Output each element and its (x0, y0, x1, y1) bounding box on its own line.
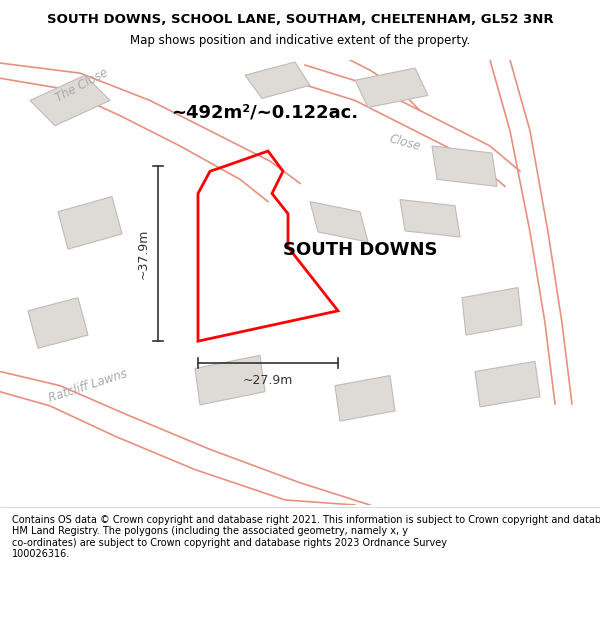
Polygon shape (462, 288, 522, 335)
Polygon shape (475, 361, 540, 407)
Polygon shape (195, 356, 265, 405)
Text: Contains OS data © Crown copyright and database right 2021. This information is : Contains OS data © Crown copyright and d… (12, 514, 600, 559)
Text: Close: Close (388, 132, 422, 153)
Polygon shape (0, 363, 390, 505)
Text: Map shows position and indicative extent of the property.: Map shows position and indicative extent… (130, 34, 470, 47)
Text: SOUTH DOWNS, SCHOOL LANE, SOUTHAM, CHELTENHAM, GL52 3NR: SOUTH DOWNS, SCHOOL LANE, SOUTHAM, CHELT… (47, 13, 553, 26)
Text: SOUTH DOWNS: SOUTH DOWNS (283, 241, 437, 259)
Text: ~37.9m: ~37.9m (137, 229, 150, 279)
Polygon shape (432, 146, 497, 186)
Text: The Close: The Close (53, 66, 110, 104)
Polygon shape (310, 202, 368, 242)
Polygon shape (245, 62, 310, 98)
Polygon shape (58, 196, 122, 249)
Polygon shape (0, 60, 290, 207)
Text: Ratcliff Lawns: Ratcliff Lawns (47, 367, 129, 404)
Polygon shape (355, 68, 428, 108)
Polygon shape (460, 60, 560, 414)
Text: ~492m²/~0.122ac.: ~492m²/~0.122ac. (172, 104, 359, 122)
Text: ~27.9m: ~27.9m (243, 374, 293, 386)
Polygon shape (28, 298, 88, 348)
Polygon shape (400, 199, 460, 237)
Polygon shape (285, 60, 510, 186)
Polygon shape (30, 75, 110, 126)
Polygon shape (335, 376, 395, 421)
